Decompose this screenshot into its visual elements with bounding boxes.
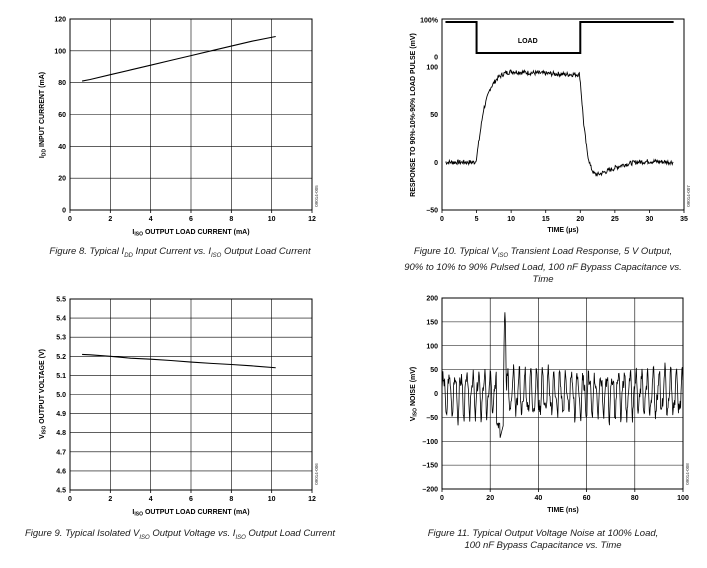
y-tick-label: 0	[434, 160, 438, 167]
y-tick-label: 200	[426, 296, 438, 303]
plot-frame	[441, 18, 685, 211]
x-tick-label: 25	[611, 216, 619, 223]
y-tick-label: 100	[426, 64, 438, 71]
y-axis-label: RESPONSE TO 90%-10%-90% LOAD PULSE (mV)	[410, 33, 417, 197]
x-tick-label: 5	[475, 216, 479, 223]
y-tick-label: 5.3	[56, 335, 66, 342]
x-tick-label: 35	[680, 216, 688, 223]
y-tick-label: 20	[58, 176, 66, 183]
x-tick-label: 12	[308, 496, 316, 503]
x-axis-label: IISO OUTPUT LOAD CURRENT (mA)	[132, 229, 249, 238]
x-tick-label: 6	[189, 496, 193, 503]
y-tick-label: 5.0	[56, 392, 66, 399]
x-tick-label: 30	[646, 216, 654, 223]
x-tick-label: 4	[149, 216, 153, 223]
x-tick-label: 10	[507, 216, 515, 223]
figure-9-chart: 0 2 4 6 8 10 12 4.5 4.6 4.7 4.8 4.9 5.0 5.1 5.2 5.3 5.4 5…	[39, 297, 319, 518]
y-tick-label: 120	[54, 17, 66, 24]
y-tick-label: 5.1	[56, 373, 66, 380]
figure-10-caption: Figure 10. Typical VISO Transient Load R…	[404, 246, 682, 285]
y-axis-label: VISO OUTPUT VOLTAGE (V)	[39, 349, 48, 439]
y-tick-label: –150	[422, 463, 438, 470]
y-tick-label: 40	[58, 144, 66, 151]
y-tick-label: 4.8	[56, 430, 66, 437]
y-tick-label: –50	[426, 415, 438, 422]
x-tick-label: 20	[576, 216, 584, 223]
y-tick-label: –200	[422, 487, 438, 494]
x-tick-label: 10	[268, 216, 276, 223]
y-tick-label: 4.6	[56, 468, 66, 475]
y-tick-label: 100	[54, 48, 66, 55]
x-axis-label: IISO OUTPUT LOAD CURRENT (mA)	[132, 509, 249, 518]
x-tick-label: 40	[535, 495, 543, 502]
y-tick-label: 80	[58, 80, 66, 87]
load-pulse-trace	[445, 21, 674, 54]
x-axis-label: TIME (µs)	[547, 227, 578, 234]
x-axis-label: TIME (ns)	[547, 507, 579, 514]
y-tick-label: 4.9	[56, 411, 66, 418]
x-tick-label: 20	[486, 495, 494, 502]
y-tick-label: 5.5	[56, 297, 66, 304]
x-tick-label: 12	[308, 216, 316, 223]
series-line-viso	[82, 353, 276, 369]
y-tick-label: 5.4	[56, 316, 66, 323]
x-tick-label: 6	[189, 216, 193, 223]
load-annotation: LOAD	[518, 38, 538, 45]
y-tick-label: 100	[426, 343, 438, 350]
x-tick-label: 60	[583, 495, 591, 502]
series-line-idd	[81, 35, 276, 82]
figure-code: 09014-006	[314, 463, 319, 485]
y-axis-label: VISO NOISE (mV)	[410, 367, 419, 422]
y-tick-label-load: 100%	[420, 18, 439, 25]
y-tick-label: 4.5	[56, 488, 66, 495]
x-tick-label: 2	[108, 496, 112, 503]
figure-code: 09014-008	[685, 463, 690, 485]
series-line-response	[445, 69, 674, 177]
figure-11-panel: 0 20 40 60 80 100 –200 –150 –100 –50 0 50 100 150 200 T…	[353, 284, 707, 568]
x-tick-label: 10	[268, 496, 276, 503]
x-tick-label: 4	[149, 496, 153, 503]
x-tick-label: 0	[440, 495, 444, 502]
x-tick-label: 80	[631, 495, 639, 502]
x-tick-label: 0	[68, 216, 72, 223]
y-axis-label: IDD INPUT CURRENT (mA)	[39, 72, 48, 158]
y-tick-label: 60	[58, 112, 66, 119]
x-tick-label: 15	[542, 216, 550, 223]
x-tick-label: 100	[677, 495, 689, 502]
plot-frame	[441, 297, 684, 490]
figure-11-chart: 0 20 40 60 80 100 –200 –150 –100 –50 0 50 100 150 200 T…	[410, 296, 690, 515]
y-tick-label: 50	[430, 112, 438, 119]
figure-11-caption: Figure 11. Typical Output Voltage Noise …	[427, 528, 659, 551]
y-tick-label: –50	[426, 208, 438, 215]
figure-10-panel: 0 5 10 15 20 25 30 35 –50 0 50 100 0 100% LOAD TIME (µs…	[353, 0, 707, 285]
y-tick-label: 50	[430, 367, 438, 374]
x-tick-label: 0	[440, 216, 444, 223]
figure-code: 09014-007	[686, 185, 691, 207]
series-line-noise	[441, 312, 684, 438]
y-tick-label: 0	[434, 391, 438, 398]
y-tick-label: 0	[62, 208, 66, 215]
x-tick-label: 2	[108, 216, 112, 223]
figure-8-caption: Figure 8. Typical IDD Input Current vs. …	[49, 246, 311, 259]
x-tick-label: 8	[229, 216, 233, 223]
y-tick-label: 5.2	[56, 354, 66, 361]
figure-code: 09014-005	[314, 185, 319, 207]
x-tick-label: 8	[229, 496, 233, 503]
figure-9-panel: 0 2 4 6 8 10 12 4.5 4.6 4.7 4.8 4.9 5.0 5.1 5.2 5.3 5.4 5…	[0, 284, 353, 568]
y-tick-label: 150	[426, 319, 438, 326]
figure-9-caption: Figure 9. Typical Isolated VISO Output V…	[24, 528, 336, 541]
y-tick-label: –100	[422, 439, 438, 446]
y-tick-label-load: 0	[434, 55, 438, 62]
y-tick-label: 4.7	[56, 449, 66, 456]
x-tick-label: 0	[68, 496, 72, 503]
figure-8-panel: 0 2 4 6 8 10 12 0 20 40 60 80 100 120 IISO OUTPUT LOAD…	[0, 0, 353, 284]
